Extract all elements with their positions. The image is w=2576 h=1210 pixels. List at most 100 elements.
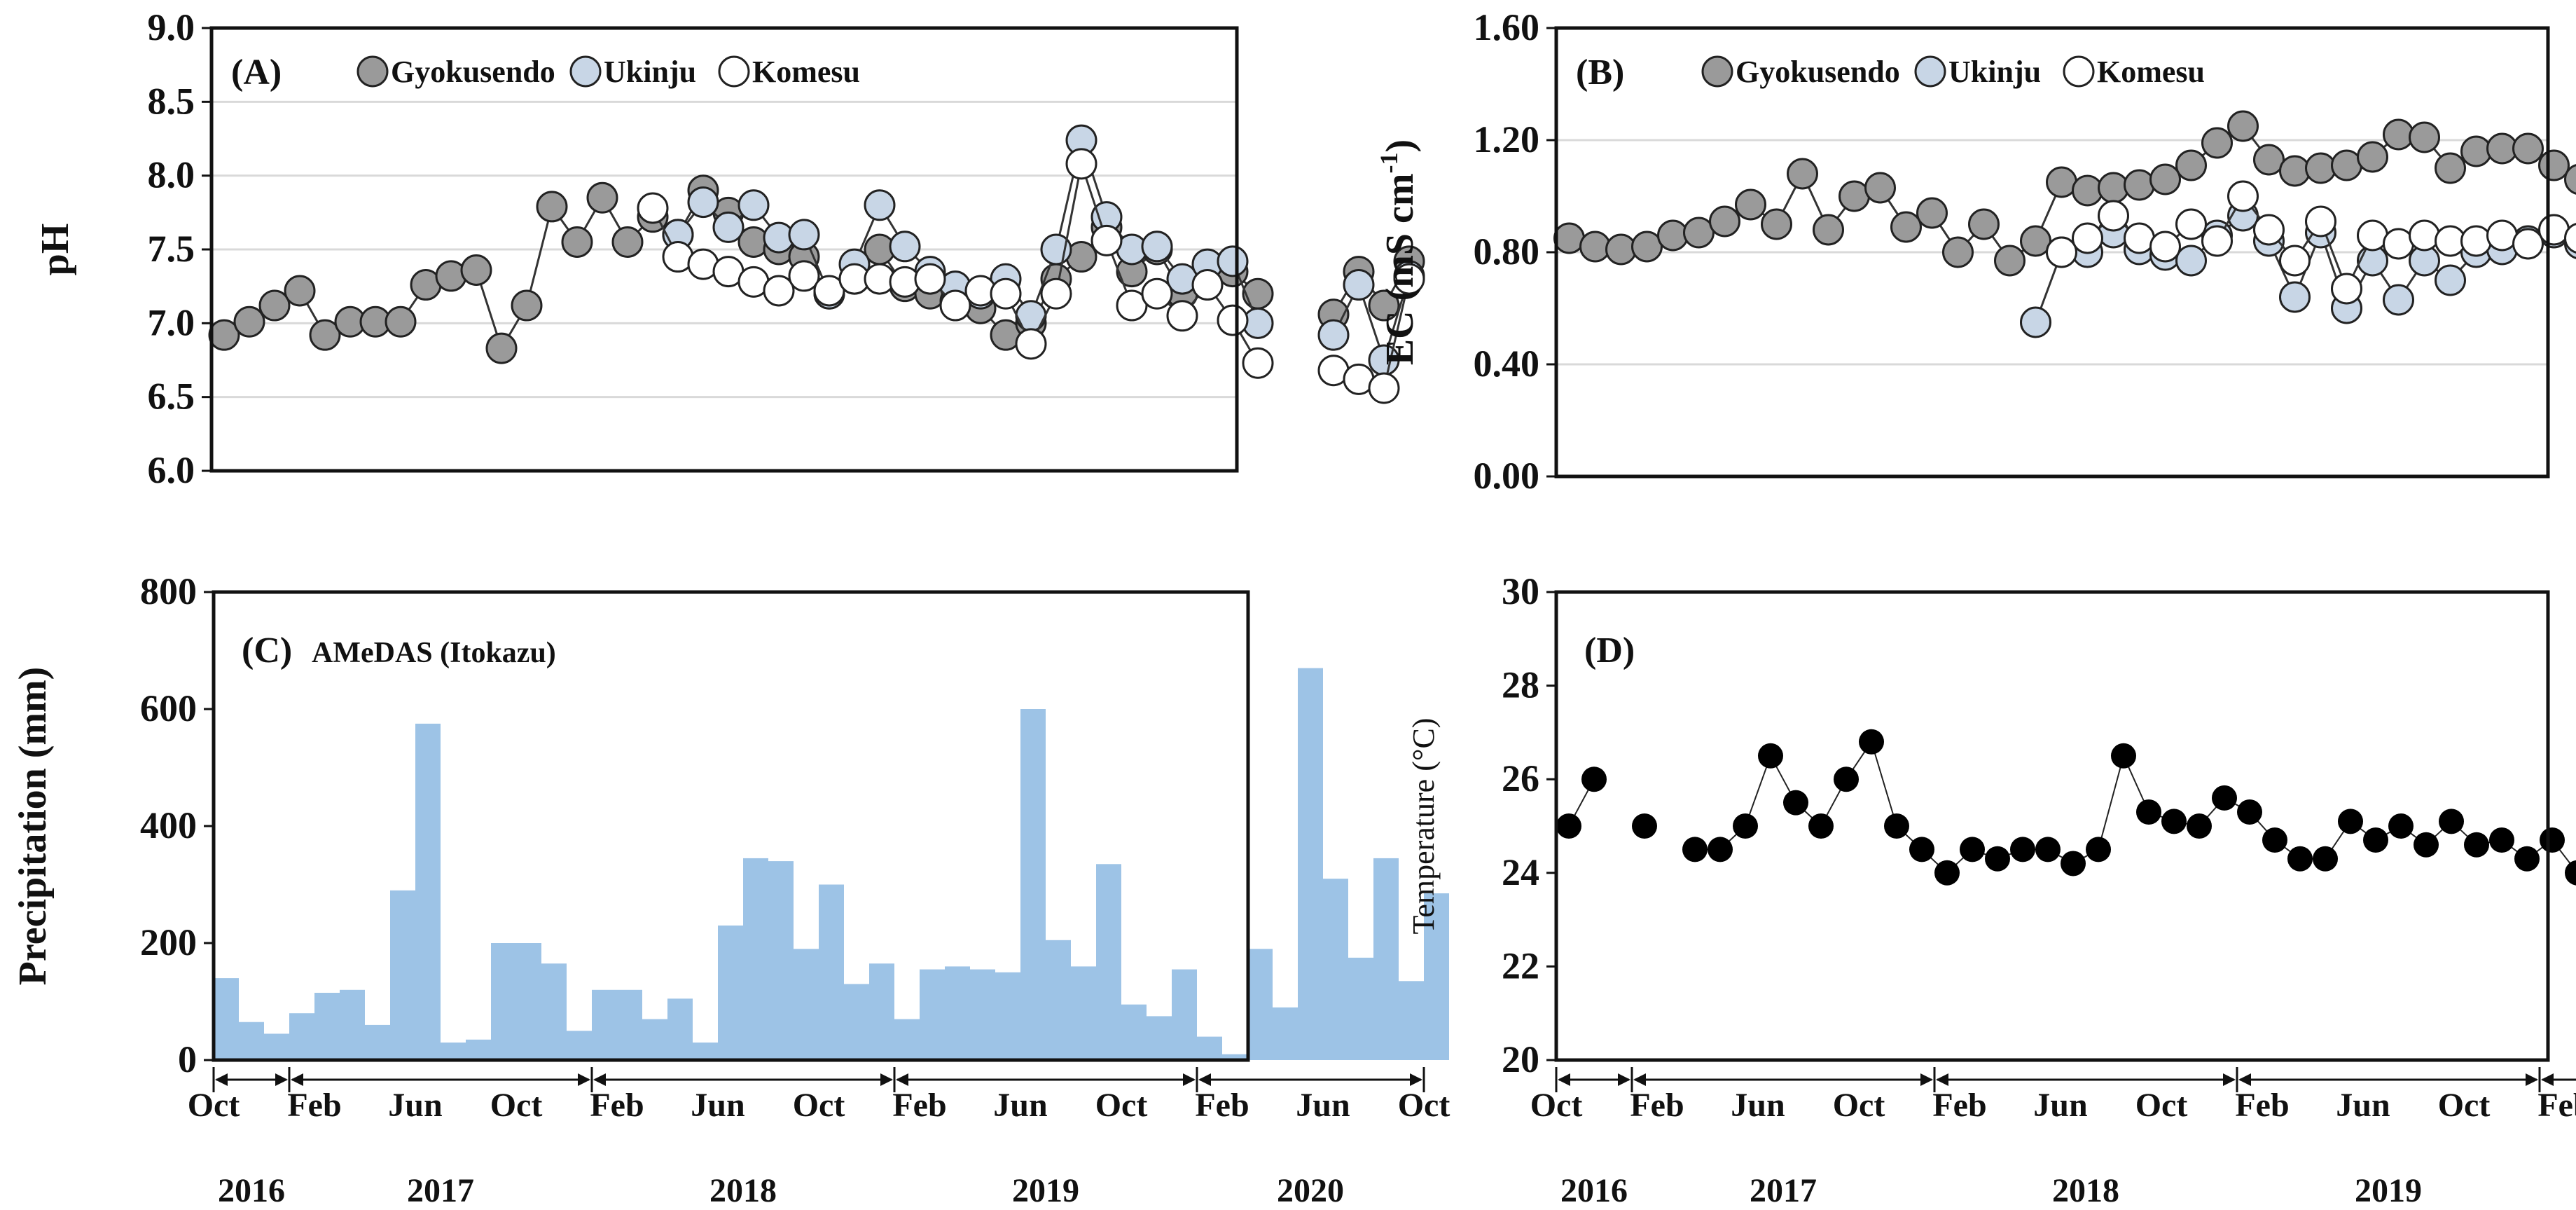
data-point-temperature [1581,766,1607,792]
data-point-gyokusendo [258,289,291,322]
data-point-gyokusendo [485,332,518,364]
data-point-gyokusendo [586,181,618,214]
data-point-komesu [2564,223,2576,254]
data-point-ukinju [1343,269,1375,301]
panel-B: 0.00 0.40 0.80 1.20 1.60 (B) Gyokusendo Ukinju K… [1375,6,2576,497]
data-point-gyokusendo [2253,144,2285,176]
x-axis-months: OctFebJunOctFebJunOctFebJunOctFebJunOct2… [1530,1087,2576,1209]
data-point-ukinju [788,219,820,251]
data-point-komesu [2201,225,2233,257]
data-point-gyokusendo [561,226,593,258]
data-point-gyokusendo [2538,149,2570,181]
month-tick-label: Oct [188,1087,240,1124]
y-tick-label: 200 [140,921,197,963]
data-point-gyokusendo [1631,231,1663,263]
precip-bar [1399,981,1424,1060]
data-point-gyokusendo [284,275,316,307]
y-tick-label: 7.0 [148,301,195,343]
data-point-komesu [637,192,669,224]
arrow-head-right-icon [275,1073,288,1086]
arrow-head-right-icon [1920,1073,1933,1086]
precip-bar [516,943,541,1060]
plot-area-border [1554,590,2550,1062]
data-point-temperature [1934,860,1960,886]
legend-label: Ukinju [604,55,696,89]
month-tick-label: Oct [1398,1087,1450,1124]
arrow-head-left-icon [1936,1073,1948,1086]
data-point-temperature [2287,846,2313,872]
precip-bar [415,723,441,1060]
data-point-gyokusendo [1968,208,2000,240]
data-point-temperature [1960,837,1985,862]
data-point-temperature [2514,846,2540,872]
data-point-gyokusendo [2435,152,2466,184]
data-point-temperature [1733,813,1758,839]
precip-bar [693,1042,718,1060]
month-tick-label: Feb [1932,1087,1986,1124]
precip-bar [743,858,768,1060]
data-point-komesu [2149,231,2181,263]
data-point-temperature [2313,846,2338,872]
y-tick-label: 6.5 [148,376,195,418]
legend-marker-gyokusendo [356,55,389,88]
data-point-komesu [2460,225,2492,257]
legend-label: Ukinju [1948,55,2041,89]
data-point-temperature [1632,813,1657,839]
y-tick-label: 28 [1502,664,1539,706]
data-point-temperature [2262,827,2287,853]
data-point-ukinju [1217,245,1249,277]
data-point-temperature [2414,832,2439,858]
precip-bar [541,963,567,1060]
data-point-temperature [2363,827,2388,853]
data-point-komesu [1141,277,1173,310]
data-point-gyokusendo [1890,211,1922,243]
year-label: 2019 [2355,1172,2422,1209]
legend-marker-gyokusendo [1701,55,1733,88]
y-tick-label: 8.0 [148,154,195,196]
y-tick-label: 26 [1502,757,1539,799]
data-point-ukinju [2383,284,2414,316]
y-tick-label: 6.0 [148,449,195,491]
precip-bar [264,1033,289,1060]
data-point-temperature [2565,860,2576,886]
legend-marker-ukinju [569,55,602,88]
arrow-head-left-icon [1558,1073,1570,1086]
data-point-gyokusendo [460,254,492,286]
data-point-gyokusendo [1813,214,1844,246]
data-point-gyokusendo [2227,110,2259,142]
data-point-komesu [1191,269,1224,301]
data-point-temperature [1808,813,1834,839]
data-point-komesu [1065,148,1097,180]
year-label: 2019 [1012,1172,1079,1209]
month-tick-label: Feb [287,1087,341,1124]
arrow-head-left-icon [2238,1073,2251,1086]
arrow-head-left-icon [291,1073,303,1086]
arrow-head-left-icon [896,1073,908,1086]
data-point-ukinju [2435,264,2466,296]
data-point-gyokusendo [2072,174,2103,207]
legend-marker-komesu [2063,55,2095,88]
precip-bar [667,998,693,1060]
data-point-temperature [2111,743,2136,769]
data-point-gyokusendo [1709,205,1740,238]
data-point-gyokusendo [1787,158,1818,190]
data-point-ukinju [712,211,745,243]
data-point-gyokusendo [1683,216,1715,249]
data-point-komesu [2098,200,2129,232]
precip-bar [768,861,794,1060]
y-axis-title: Precipitation (mm) [11,667,55,986]
precip-bar [214,978,239,1060]
data-point-gyokusendo [1761,208,1792,240]
data-point-ukinju [889,231,921,263]
data-point-gyokusendo [1242,277,1274,310]
precip-bar [1020,709,1046,1060]
y-tick-label: 7.5 [148,228,195,270]
data-point-komesu [2253,214,2285,246]
data-point-ukinju [864,189,896,221]
data-point-gyokusendo [2020,225,2051,257]
data-point-gyokusendo [2098,172,2129,204]
panel-D: 20 22 24 26 28 30 (D) Temperature (°C) [1406,570,2576,1080]
year-span-arrows [1555,1067,2576,1092]
data-point-gyokusendo [1368,289,1400,322]
y-tick-label: 1.60 [1474,6,1540,48]
